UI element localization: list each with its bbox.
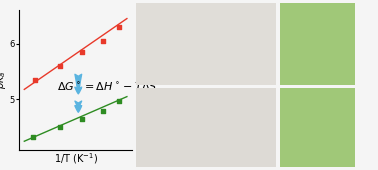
Text: $\Delta G^\circ = \Delta H^\circ - T\Delta S^\circ$: $\Delta G^\circ = \Delta H^\circ - T\Del… — [57, 81, 164, 93]
Point — [79, 118, 85, 120]
Point — [116, 99, 122, 102]
Y-axis label: p$K_a$: p$K_a$ — [0, 71, 8, 89]
X-axis label: 1/T (K$^{-1}$): 1/T (K$^{-1}$) — [54, 151, 98, 166]
Point — [57, 126, 63, 129]
Point — [100, 109, 106, 112]
Point — [100, 39, 106, 42]
Point — [30, 135, 36, 138]
Point — [116, 26, 122, 28]
Point — [57, 65, 63, 67]
Point — [32, 79, 38, 81]
Point — [79, 51, 85, 53]
